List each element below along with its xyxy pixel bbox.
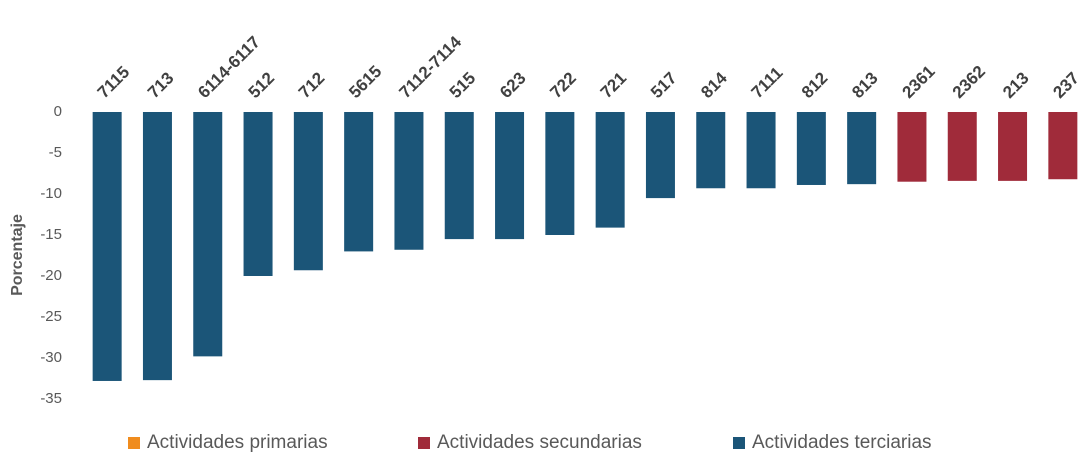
bar bbox=[746, 112, 776, 189]
bar bbox=[92, 112, 122, 381]
y-tick-label: 0 bbox=[54, 103, 62, 120]
y-tick-label: -10 bbox=[40, 185, 62, 202]
x-tick-label: 812 bbox=[798, 69, 831, 102]
x-tick-label: 517 bbox=[647, 69, 680, 102]
bar bbox=[344, 112, 374, 252]
legend-swatch bbox=[733, 437, 745, 449]
x-tick-label: 237 bbox=[1049, 69, 1082, 102]
bar bbox=[193, 112, 223, 357]
x-tick-label: 2362 bbox=[949, 62, 989, 102]
bar bbox=[645, 112, 675, 199]
bar bbox=[495, 112, 525, 240]
x-tick-label: 814 bbox=[697, 68, 731, 102]
y-tick-label: -15 bbox=[40, 226, 62, 243]
bar bbox=[293, 112, 323, 271]
bar bbox=[796, 112, 826, 185]
bar bbox=[444, 112, 474, 240]
legend-swatch bbox=[128, 437, 140, 449]
legend-label: Actividades terciarias bbox=[752, 432, 932, 453]
y-tick-label: -35 bbox=[40, 390, 62, 407]
bar bbox=[142, 112, 172, 381]
y-tick-label: -5 bbox=[49, 144, 62, 161]
x-tick-label: 5615 bbox=[345, 62, 385, 102]
x-tick-label: 623 bbox=[496, 69, 529, 102]
bar bbox=[897, 112, 927, 182]
x-tick-label: 213 bbox=[999, 69, 1032, 102]
legend-label: Actividades primarias bbox=[147, 432, 328, 453]
y-tick-label: -20 bbox=[40, 267, 62, 284]
x-tick-label: 512 bbox=[245, 69, 278, 102]
bar bbox=[595, 112, 625, 228]
legend-swatch bbox=[418, 437, 430, 449]
bar bbox=[998, 112, 1028, 181]
bar bbox=[243, 112, 273, 276]
legend-label: Actividades secundarias bbox=[437, 432, 642, 453]
x-tick-label: 722 bbox=[546, 69, 579, 102]
x-tick-label: 515 bbox=[446, 69, 479, 102]
x-tick-label: 721 bbox=[597, 69, 630, 102]
bar bbox=[545, 112, 575, 235]
bar bbox=[1048, 112, 1078, 180]
y-tick-label: -30 bbox=[40, 349, 62, 366]
y-axis-label: Porcentaje bbox=[9, 214, 26, 296]
x-tick-label: 2361 bbox=[899, 62, 939, 102]
y-tick-label: -25 bbox=[40, 308, 62, 325]
bar bbox=[696, 112, 726, 189]
x-tick-label: 7115 bbox=[94, 62, 134, 102]
bar bbox=[847, 112, 877, 185]
x-tick-label: 813 bbox=[848, 69, 881, 102]
bar bbox=[394, 112, 424, 250]
x-tick-label: 7111 bbox=[748, 63, 787, 102]
bar bbox=[947, 112, 977, 181]
x-tick-label: 713 bbox=[144, 69, 177, 102]
x-tick-label: 712 bbox=[295, 69, 328, 102]
